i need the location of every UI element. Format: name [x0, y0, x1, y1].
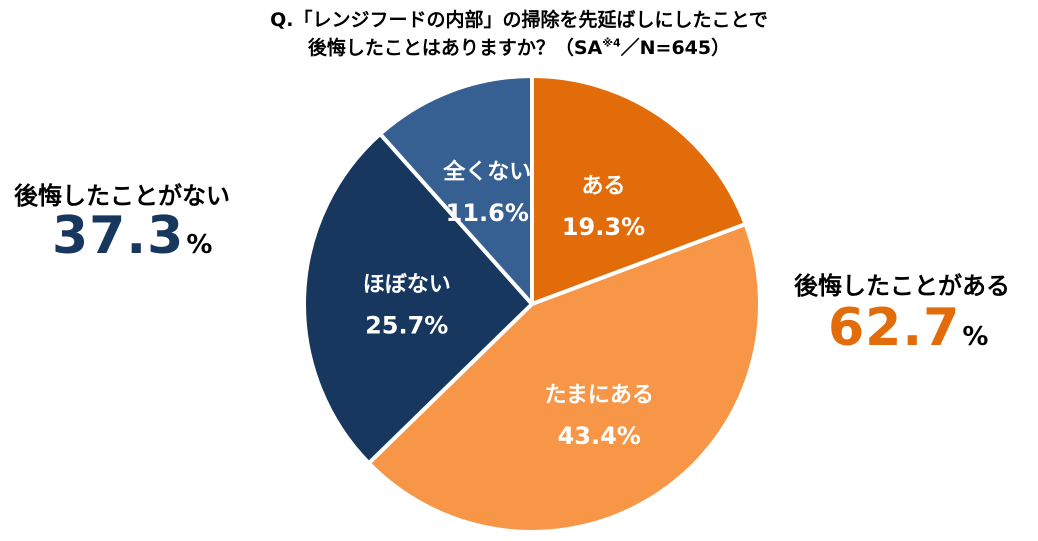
- pie-slice-1: [530, 74, 748, 306]
- no-regret-group-number: 37.3: [52, 206, 185, 266]
- chart-title-line2: 後悔したことはありますか？（SA※4／N=645）: [0, 34, 1038, 62]
- regret-group-label: 後悔したことがある: [794, 272, 1010, 300]
- regret-group-number: 62.7: [828, 298, 961, 358]
- pie-slice-label-4: 全くない: [442, 159, 531, 185]
- pie-slice-4: [378, 74, 534, 306]
- pie-slice-2: [366, 222, 762, 534]
- pie-slice-value-3: 25.7%: [365, 312, 448, 340]
- pie-slice-3: [302, 131, 534, 466]
- chart-title-line1: Q.「レンジフードの内部」の掃除を先延ばしにしたことで: [270, 9, 768, 31]
- pie-slice-value-1: 19.3%: [562, 213, 645, 241]
- chart-title-line2-text: 後悔したことはありますか？（SA: [307, 37, 603, 59]
- chart-title: Q.「レンジフードの内部」の掃除を先延ばしにしたことで 後悔したことはありますか…: [0, 6, 1038, 62]
- chart-title-footnote: ※4: [602, 36, 621, 50]
- pie-slice-label-3: ほぼない: [363, 273, 451, 298]
- pie-slice-label-1: ある: [581, 174, 625, 199]
- regret-group-unit: %: [962, 322, 989, 352]
- no-regret-group-unit: %: [186, 230, 213, 260]
- pie-slice-value-4: 11.6%: [446, 199, 529, 227]
- regret-group-value: 62.7%: [828, 298, 988, 358]
- chart-title-line2-end: ／N=645）: [620, 37, 731, 59]
- no-regret-group-value: 37.3%: [52, 206, 212, 266]
- no-regret-group-label: 後悔したことがない: [14, 182, 230, 210]
- pie-slice-label-2: たまにある: [545, 383, 654, 408]
- pie-slice-value-2: 43.4%: [558, 422, 641, 450]
